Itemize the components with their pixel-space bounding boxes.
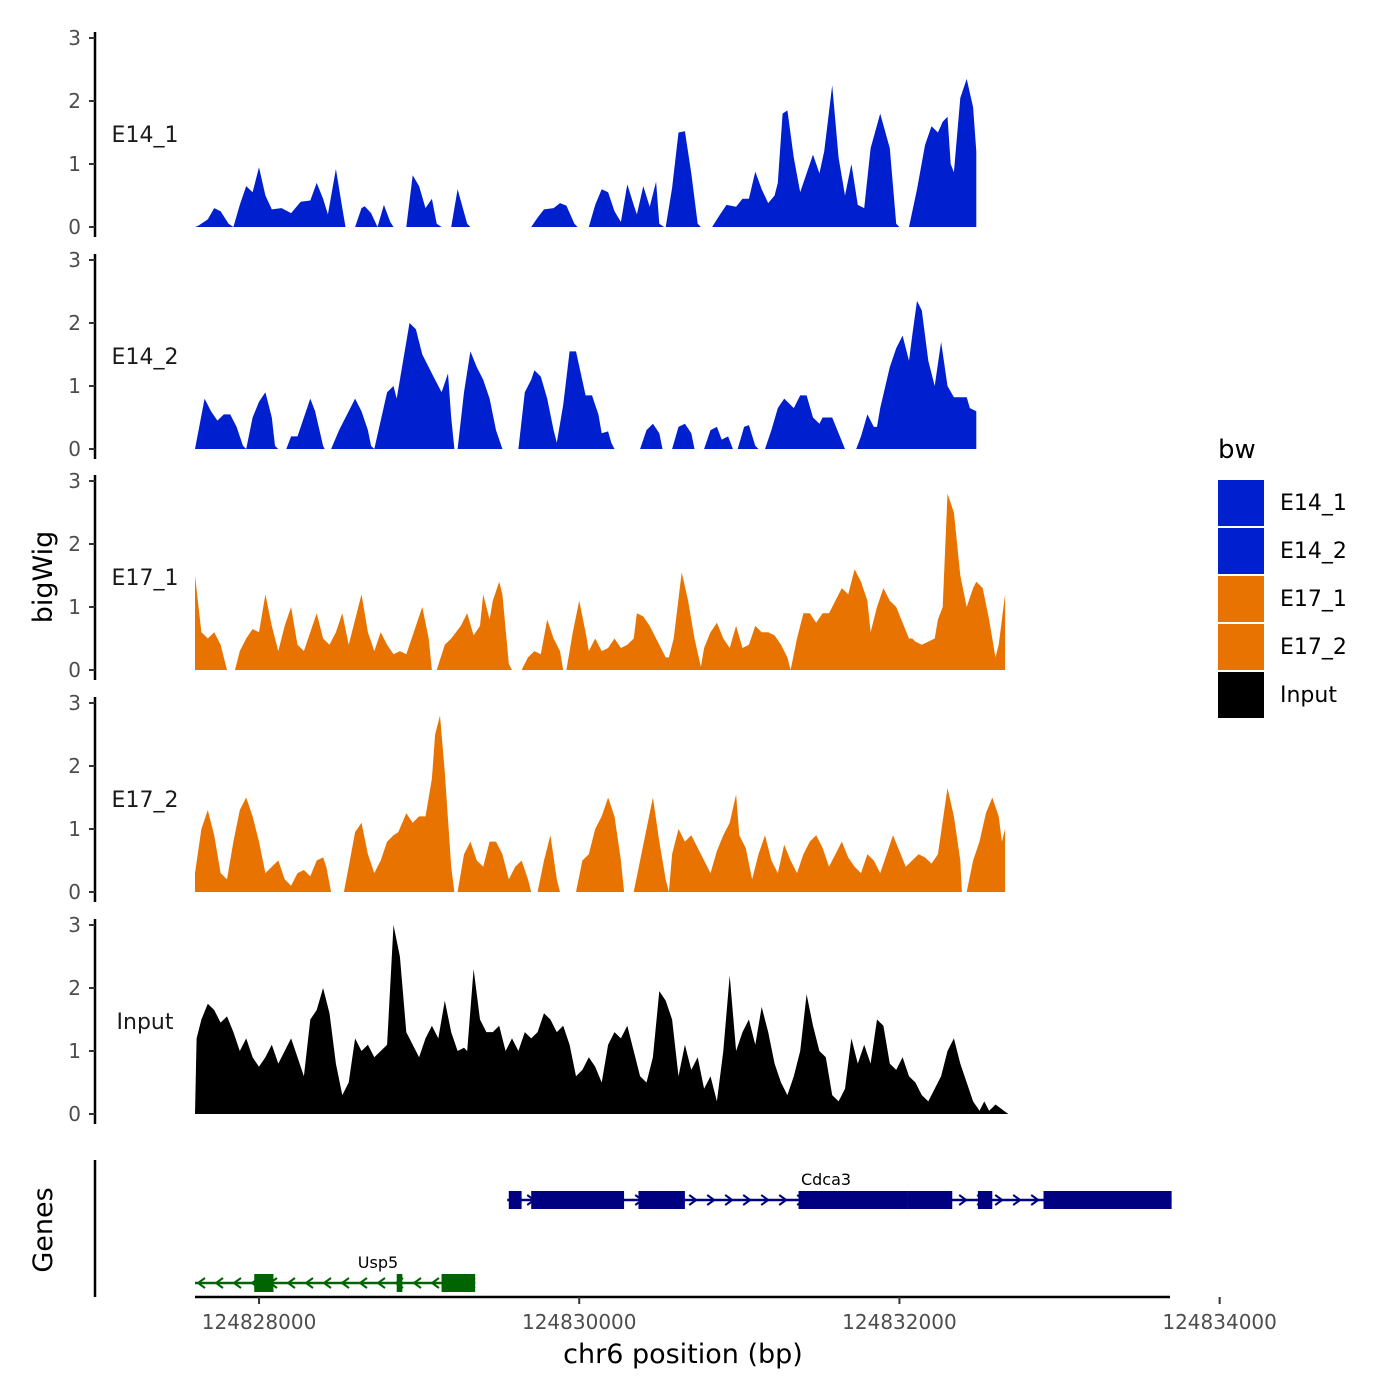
- y-tick-label: 0: [68, 658, 81, 682]
- legend-label: E17_1: [1280, 587, 1347, 612]
- exon: [907, 1191, 953, 1209]
- exon: [254, 1274, 274, 1292]
- y-tick-label: 3: [68, 248, 81, 272]
- area-E17_1: [195, 493, 1006, 670]
- legend-label: E17_2: [1280, 635, 1347, 660]
- gene-Cdca3: Cdca3: [507, 1170, 1172, 1209]
- legend-label: Input: [1280, 683, 1337, 708]
- x-axis-title: chr6 position (bp): [563, 1339, 803, 1370]
- strand-arrow: [706, 1194, 716, 1206]
- track-label: Input: [117, 1010, 174, 1035]
- gene-Usp5: Usp5: [195, 1253, 476, 1292]
- y-tick-label: 3: [68, 913, 81, 937]
- track-label: E17_1: [112, 566, 179, 591]
- track-label: E17_2: [112, 788, 179, 813]
- y-tick-label: 2: [68, 311, 81, 335]
- y-tick-label: 3: [68, 691, 81, 715]
- legend-swatch: [1218, 576, 1264, 622]
- area-E14_2: [195, 300, 977, 449]
- exon: [396, 1274, 403, 1292]
- genes-axis-title: Genes: [28, 1187, 59, 1272]
- y-tick-label: 2: [68, 976, 81, 1000]
- gene-label: Cdca3: [801, 1170, 851, 1189]
- x-tick-label: 124830000: [522, 1310, 637, 1334]
- strand-arrow: [340, 1277, 350, 1289]
- legend-swatch: [1218, 480, 1264, 526]
- exon: [662, 1191, 685, 1209]
- y-tick-label: 1: [68, 595, 81, 619]
- x-tick-label: 124832000: [842, 1310, 957, 1334]
- strand-arrow: [232, 1277, 242, 1289]
- y-tick-label: 0: [68, 215, 81, 239]
- exon: [508, 1191, 522, 1209]
- area-E14_1: [195, 78, 977, 228]
- legend-item-E17_2: E17_2: [1218, 624, 1347, 670]
- x-tick-label: 124834000: [1162, 1310, 1277, 1334]
- exon: [977, 1191, 993, 1209]
- track-label: E14_1: [112, 123, 179, 148]
- legend-item-Input: Input: [1218, 672, 1337, 718]
- legend: bw E14_1 E14_2 E17_1 E17_2 Input: [1218, 435, 1347, 718]
- track-panels: 0 1 2 3 E14_1 0 1 2 3 E14_2 0 1 2 3 E17_1 0 1 2 3 E17_2 0 1 2 3…: [68, 26, 1009, 1126]
- exon: [531, 1191, 625, 1209]
- strand-arrow: [322, 1277, 332, 1289]
- strand-arrow: [286, 1277, 296, 1289]
- y-tick-label: 0: [68, 437, 81, 461]
- strand-arrow: [1012, 1194, 1022, 1206]
- y-tick-label: 0: [68, 1102, 81, 1126]
- strand-arrow: [778, 1194, 788, 1206]
- exon: [638, 1191, 663, 1209]
- legend-item-E17_1: E17_1: [1218, 576, 1347, 622]
- strand-arrow: [430, 1277, 440, 1289]
- legend-title: bw: [1218, 435, 1256, 465]
- legend-item-E14_1: E14_1: [1218, 480, 1347, 526]
- genes-panel: Cdca3 Usp5: [93, 1160, 1172, 1297]
- y-tick-label: 3: [68, 26, 81, 50]
- track-Input: 0 1 2 3 Input: [68, 913, 1009, 1126]
- y-tick-label: 2: [68, 532, 81, 556]
- strand-arrow: [760, 1194, 770, 1206]
- strand-arrow: [742, 1194, 752, 1206]
- y-tick-label: 1: [68, 1039, 81, 1063]
- legend-swatch: [1218, 672, 1264, 718]
- strand-arrow: [214, 1277, 224, 1289]
- strand-arrow: [376, 1277, 386, 1289]
- strand-arrow: [196, 1277, 206, 1289]
- y-tick-label: 2: [68, 754, 81, 778]
- gene-label: Usp5: [358, 1253, 398, 1272]
- strand-arrow: [358, 1277, 368, 1289]
- track-label: E14_2: [112, 345, 179, 370]
- legend-label: E14_1: [1280, 491, 1347, 516]
- y-tick-label: 1: [68, 152, 81, 176]
- strand-arrow: [724, 1194, 734, 1206]
- exon: [1043, 1191, 1172, 1209]
- y-tick-label: 1: [68, 817, 81, 841]
- y-tick-label: 1: [68, 374, 81, 398]
- exon: [441, 1274, 476, 1292]
- track-E14_1: 0 1 2 3 E14_1: [68, 26, 977, 239]
- track-E17_1: 0 1 2 3 E17_1: [68, 469, 1006, 682]
- legend-swatch: [1218, 528, 1264, 574]
- track-E17_2: 0 1 2 3 E17_2: [68, 691, 1006, 904]
- strand-arrow: [412, 1277, 422, 1289]
- x-tick-label: 124828000: [202, 1310, 317, 1334]
- y-tick-label: 2: [68, 89, 81, 113]
- x-axis: 124828000 124830000 124832000 124834000: [195, 1295, 1277, 1334]
- track-E14_2: 0 1 2 3 E14_2: [68, 248, 977, 461]
- legend-swatch: [1218, 624, 1264, 670]
- y-tick-label: 3: [68, 469, 81, 493]
- legend-label: E14_2: [1280, 539, 1347, 564]
- strand-arrow: [958, 1194, 968, 1206]
- exon: [798, 1191, 908, 1209]
- y-tick-label: 0: [68, 880, 81, 904]
- y-axis-title: bigWig: [28, 531, 59, 624]
- strand-arrow: [304, 1277, 314, 1289]
- area-Input: [195, 925, 1009, 1114]
- strand-arrow: [688, 1194, 698, 1206]
- strand-arrow: [994, 1194, 1004, 1206]
- legend-item-E14_2: E14_2: [1218, 528, 1347, 574]
- strand-arrow: [1030, 1194, 1040, 1206]
- area-E17_2: [195, 715, 1006, 892]
